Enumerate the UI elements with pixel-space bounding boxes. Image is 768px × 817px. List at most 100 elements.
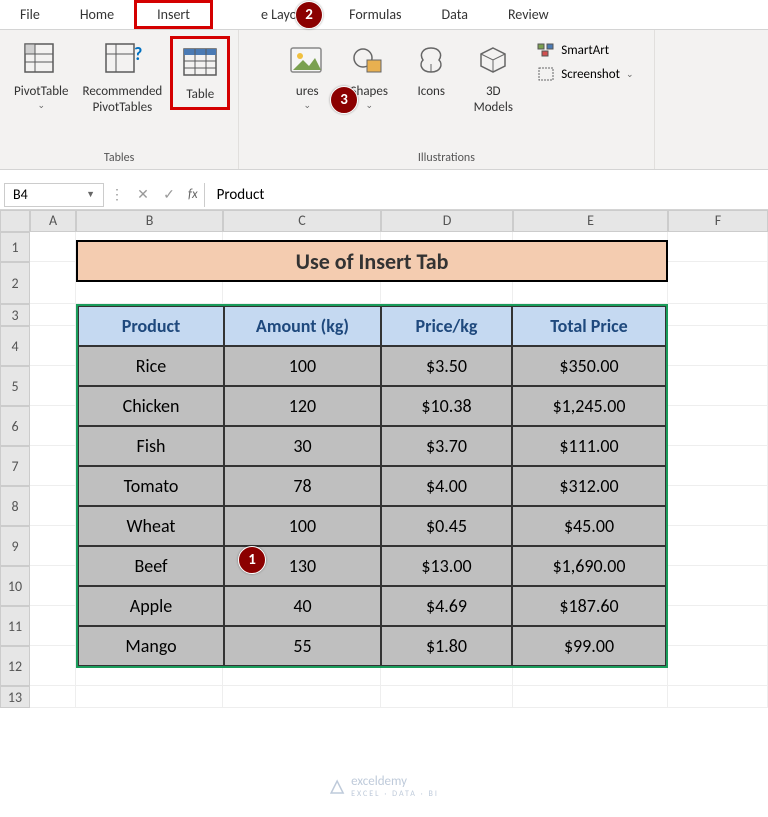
cell[interactable] [668, 606, 768, 646]
cell[interactable] [668, 526, 768, 566]
smartart-button[interactable]: SmartArt [533, 40, 637, 60]
table-cell[interactable]: $1.80 [381, 626, 512, 666]
table-cell[interactable]: 100 [224, 506, 381, 546]
table-cell[interactable]: $187.60 [512, 586, 666, 626]
table-cell[interactable]: $1,245.00 [512, 386, 666, 426]
table-cell[interactable]: $13.00 [381, 546, 512, 586]
cell[interactable] [381, 686, 513, 708]
cell[interactable] [668, 232, 768, 262]
table-button[interactable]: Table [170, 36, 230, 110]
table-cell[interactable]: $1,690.00 [512, 546, 666, 586]
table-cell[interactable]: $312.00 [512, 466, 666, 506]
table-cell[interactable]: $4.69 [381, 586, 512, 626]
table-cell[interactable]: Chicken [78, 386, 224, 426]
table-cell[interactable]: 100 [224, 346, 381, 386]
cell[interactable] [513, 686, 668, 708]
tab-data[interactable]: Data [422, 0, 488, 29]
cell[interactable] [668, 304, 768, 326]
cell[interactable] [668, 486, 768, 526]
formula-input[interactable] [204, 183, 764, 207]
cell[interactable] [30, 646, 76, 686]
table-cell[interactable]: $350.00 [512, 346, 666, 386]
row-header[interactable]: 5 [0, 366, 30, 406]
cell[interactable] [668, 686, 768, 708]
select-all-corner[interactable] [0, 210, 30, 232]
table-cell[interactable]: $45.00 [512, 506, 666, 546]
screenshot-button[interactable]: Screenshot ⌄ [533, 64, 637, 84]
cell[interactable] [30, 606, 76, 646]
col-header[interactable]: E [513, 210, 668, 232]
col-header[interactable]: A [30, 210, 76, 232]
cell[interactable] [30, 526, 76, 566]
col-header[interactable]: B [76, 210, 223, 232]
tab-home[interactable]: Home [60, 0, 134, 29]
table-cell[interactable]: Fish [78, 426, 224, 466]
row-header[interactable]: 8 [0, 486, 30, 526]
tab-file[interactable]: File [0, 0, 60, 29]
row-header[interactable]: 6 [0, 406, 30, 446]
col-header[interactable]: C [223, 210, 381, 232]
tab-insert[interactable]: Insert [134, 0, 213, 29]
cell[interactable] [30, 262, 76, 304]
models3d-button[interactable]: 3D Models [463, 36, 523, 119]
row-header[interactable]: 7 [0, 446, 30, 486]
pivottable-button[interactable]: PivotTable ⌄ [8, 36, 75, 115]
enter-button[interactable]: ✓ [156, 186, 182, 203]
table-cell[interactable]: 120 [224, 386, 381, 426]
recommended-pivottables-button[interactable]: ? Recommended PivotTables [77, 36, 169, 119]
table-cell[interactable]: $10.38 [381, 386, 512, 426]
cell[interactable] [30, 686, 76, 708]
table-cell[interactable]: $99.00 [512, 626, 666, 666]
tab-formulas[interactable]: Formulas [329, 0, 421, 29]
cell[interactable] [223, 686, 381, 708]
cell[interactable] [30, 486, 76, 526]
row-header[interactable]: 2 [0, 262, 30, 304]
table-cell[interactable]: $3.70 [381, 426, 512, 466]
cell[interactable] [30, 232, 76, 262]
name-box[interactable]: B4 ▼ [4, 183, 104, 207]
tab-review[interactable]: Review [488, 0, 569, 29]
table-cell[interactable]: 40 [224, 586, 381, 626]
col-header[interactable]: F [668, 210, 768, 232]
table-cell[interactable]: $111.00 [512, 426, 666, 466]
table-cell[interactable]: 78 [224, 466, 381, 506]
cell[interactable] [668, 646, 768, 686]
row-header[interactable]: 3 [0, 304, 30, 326]
table-cell[interactable]: Mango [78, 626, 224, 666]
cell[interactable] [30, 326, 76, 366]
cell[interactable] [30, 304, 76, 326]
cell[interactable] [668, 262, 768, 304]
row-header[interactable]: 4 [0, 326, 30, 366]
cell[interactable] [30, 566, 76, 606]
row-header[interactable]: 1 [0, 232, 30, 262]
row-header[interactable]: 10 [0, 566, 30, 606]
row-header[interactable]: 12 [0, 646, 30, 686]
table-cell[interactable]: Tomato [78, 466, 224, 506]
row-header[interactable]: 9 [0, 526, 30, 566]
table-cell[interactable]: 55 [224, 626, 381, 666]
table-cell[interactable]: Rice [78, 346, 224, 386]
cell[interactable] [76, 686, 223, 708]
icons-button[interactable]: Icons [401, 36, 461, 104]
cell[interactable] [668, 406, 768, 446]
cell[interactable] [668, 566, 768, 606]
cell[interactable] [668, 326, 768, 366]
cell[interactable] [668, 446, 768, 486]
fx-icon[interactable]: fx [188, 187, 198, 202]
table-cell[interactable]: $4.00 [381, 466, 512, 506]
table-cell[interactable]: Beef [78, 546, 224, 586]
row-header[interactable]: 11 [0, 606, 30, 646]
cell[interactable] [668, 366, 768, 406]
col-header[interactable]: D [381, 210, 513, 232]
cancel-button[interactable]: ✕ [130, 186, 156, 203]
table-cell[interactable]: 30 [224, 426, 381, 466]
row-header[interactable]: 13 [0, 686, 30, 708]
table-cell[interactable]: Apple [78, 586, 224, 626]
table-cell[interactable]: $3.50 [381, 346, 512, 386]
cell[interactable] [30, 366, 76, 406]
pictures-button[interactable]: ures ⌄ [277, 36, 337, 115]
cell[interactable] [30, 446, 76, 486]
cell[interactable] [30, 406, 76, 446]
table-cell[interactable]: Wheat [78, 506, 224, 546]
table-cell[interactable]: $0.45 [381, 506, 512, 546]
